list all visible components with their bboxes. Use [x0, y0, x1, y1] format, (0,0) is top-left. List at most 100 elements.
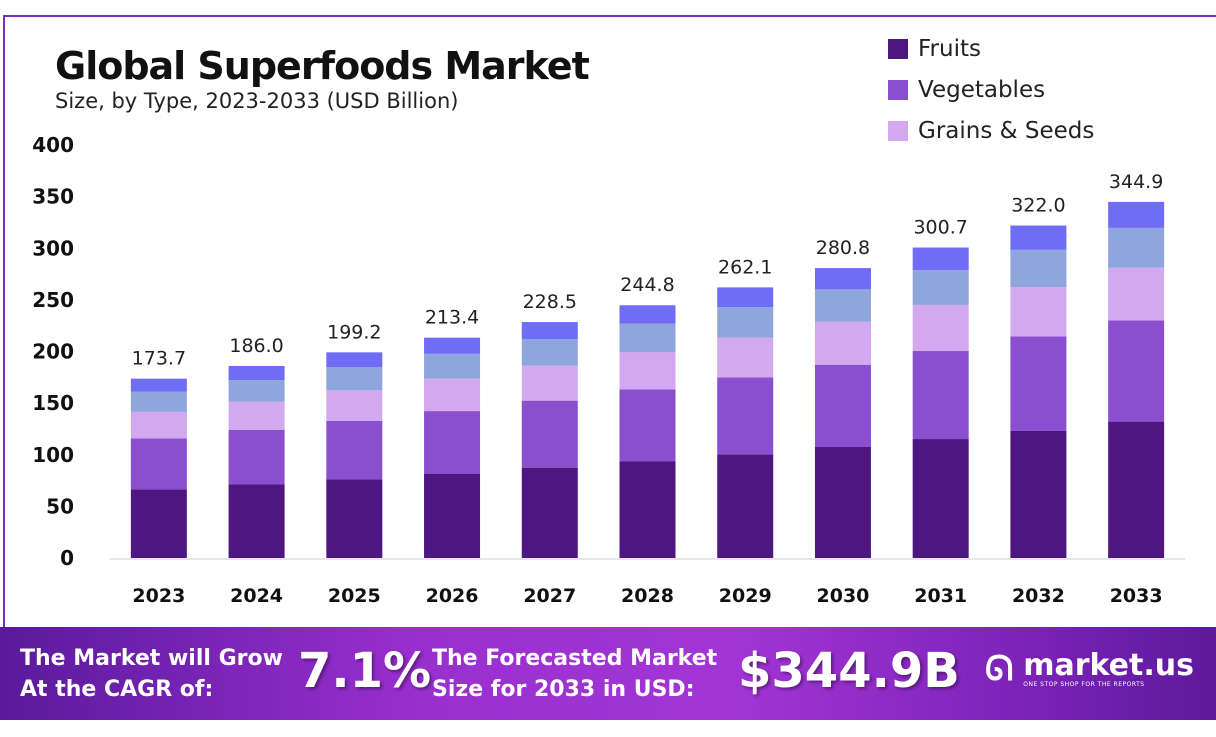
- bar-total-label: 344.9: [1109, 171, 1163, 193]
- cagr-label-line1: The Market will Grow: [20, 646, 283, 671]
- bar-segment-vegetables: [717, 377, 774, 455]
- legend-item-grains-seeds: Grains & Seeds: [888, 110, 1094, 151]
- bar-segment-series-5: [814, 268, 871, 290]
- bar-segment-fruits: [424, 473, 481, 558]
- legend-item-fruits: Fruits: [888, 28, 1094, 69]
- bar-segment-vegetables: [912, 350, 969, 440]
- legend-label: Grains & Seeds: [918, 117, 1095, 144]
- bar-segment-fruits: [228, 484, 285, 558]
- y-tick-label: 200: [32, 340, 74, 364]
- x-tick-label: 2028: [621, 585, 674, 607]
- x-tick-label: 2032: [1012, 585, 1065, 607]
- legend-label: Fruits: [918, 35, 981, 62]
- x-tick-label: 2027: [523, 585, 576, 607]
- legend: Fruits Vegetables Grains & Seeds: [888, 28, 1094, 151]
- y-tick-label: 50: [46, 494, 74, 518]
- bar-segment-fruits: [814, 447, 871, 558]
- bar-total-label: 322.0: [1011, 195, 1065, 217]
- bar-chart: 0 50 100 150 200 250 300 350 400 173.7 2023 186.0 20…: [32, 133, 1185, 607]
- bar-segment-series-4: [1010, 249, 1067, 288]
- bar-total-label: 262.1: [718, 256, 772, 278]
- bar-segment-vegetables: [130, 438, 187, 490]
- bar-segment-grains-seeds: [912, 304, 969, 351]
- bar-total-label: 280.8: [816, 237, 870, 259]
- bar-segment-fruits: [619, 461, 676, 558]
- bar-segment-series-5: [619, 305, 676, 324]
- bar-segment-series-4: [130, 391, 187, 412]
- legend-label: Vegetables: [918, 76, 1046, 103]
- bar-segment-grains-seeds: [1010, 287, 1067, 337]
- bar-segment-fruits: [717, 454, 774, 558]
- bar-segment-series-4: [228, 380, 285, 402]
- forecast-value: $344.9B: [738, 643, 960, 699]
- bar-segment-grains-seeds: [717, 337, 774, 378]
- bar-segment-series-4: [326, 367, 383, 391]
- bar-total-label: 228.5: [523, 291, 577, 313]
- chart-title: Global Superfoods Market: [55, 44, 590, 88]
- bar-segment-fruits: [912, 439, 969, 558]
- bar-segment-series-4: [619, 323, 676, 353]
- bar-segment-series-5: [912, 247, 969, 271]
- market-us-logo: ᘏ market.us ONE STOP SHOP FOR THE REPORT…: [985, 649, 1194, 689]
- y-tick-label: 150: [32, 391, 74, 415]
- bar-segment-series-4: [912, 270, 969, 305]
- bar-segment-series-4: [814, 289, 871, 322]
- legend-swatch: [888, 120, 908, 141]
- y-tick-label: 400: [32, 133, 74, 157]
- y-tick-label: 250: [32, 288, 74, 312]
- bar-segment-grains-seeds: [326, 390, 383, 421]
- bar-segment-series-5: [130, 378, 187, 392]
- bar-segment-series-5: [717, 287, 774, 308]
- cagr-label-line2: At the CAGR of:: [20, 677, 214, 702]
- bar-segment-vegetables: [1010, 336, 1067, 431]
- bar-segment-grains-seeds: [424, 378, 481, 412]
- bar-segment-grains-seeds: [130, 411, 187, 439]
- bar-segment-fruits: [326, 479, 383, 558]
- bar-segment-series-5: [1010, 225, 1067, 250]
- cagr-value: 7.1%: [298, 643, 432, 699]
- bar-segment-vegetables: [619, 389, 676, 462]
- bar-total-label: 199.2: [327, 321, 381, 343]
- bar-segment-vegetables: [228, 429, 285, 485]
- legend-swatch: [888, 79, 908, 100]
- bar-segment-series-4: [717, 307, 774, 338]
- x-tick-label: 2030: [817, 585, 870, 607]
- legend-item-vegetables: Vegetables: [888, 69, 1094, 110]
- legend-swatch: [888, 38, 908, 59]
- bar-segment-grains-seeds: [228, 401, 285, 430]
- bar-segment-vegetables: [424, 411, 481, 474]
- bar-total-label: 300.7: [913, 217, 967, 239]
- x-tick-label: 2026: [426, 585, 479, 607]
- chart-frame: [3, 15, 1216, 627]
- bar-segment-vegetables: [1108, 320, 1165, 422]
- bar-total-label: 244.8: [620, 274, 674, 296]
- x-tick-label: 2031: [914, 585, 967, 607]
- bar-segment-series-4: [1108, 227, 1165, 268]
- bar-total-label: 186.0: [229, 335, 283, 357]
- bar-segment-fruits: [1010, 430, 1067, 558]
- x-tick-label: 2024: [230, 585, 283, 607]
- bar-segment-grains-seeds: [619, 352, 676, 390]
- forecast-label-line1: The Forecasted Market: [432, 646, 718, 671]
- x-tick-label: 2029: [719, 585, 772, 607]
- bar-segment-grains-seeds: [814, 321, 871, 365]
- bar-segment-series-5: [521, 322, 578, 340]
- bar-total-label: 213.4: [425, 307, 479, 329]
- y-tick-label: 300: [32, 236, 74, 260]
- bar-segment-series-5: [326, 352, 383, 368]
- summary-banner: The Market will Grow At the CAGR of: 7.1…: [0, 627, 1216, 720]
- forecast-label: The Forecasted Market Size for 2033 in U…: [432, 643, 717, 705]
- logo-tagline: ONE STOP SHOP FOR THE REPORTS: [1023, 680, 1145, 688]
- logo-name: market.us: [1023, 647, 1194, 683]
- bar-segment-series-4: [424, 353, 481, 379]
- bar-segment-vegetables: [814, 364, 871, 448]
- x-tick-label: 2025: [328, 585, 381, 607]
- bar-segment-series-5: [424, 337, 481, 354]
- x-tick-label: 2023: [132, 585, 185, 607]
- cagr-label: The Market will Grow At the CAGR of:: [20, 643, 283, 705]
- y-tick-label: 0: [60, 546, 74, 570]
- logo-icon: ᘏ: [985, 649, 1014, 689]
- chart-subtitle: Size, by Type, 2023-2033 (USD Billion): [55, 89, 459, 113]
- y-tick-label: 350: [32, 185, 74, 209]
- forecast-label-line2: Size for 2033 in USD:: [432, 677, 695, 702]
